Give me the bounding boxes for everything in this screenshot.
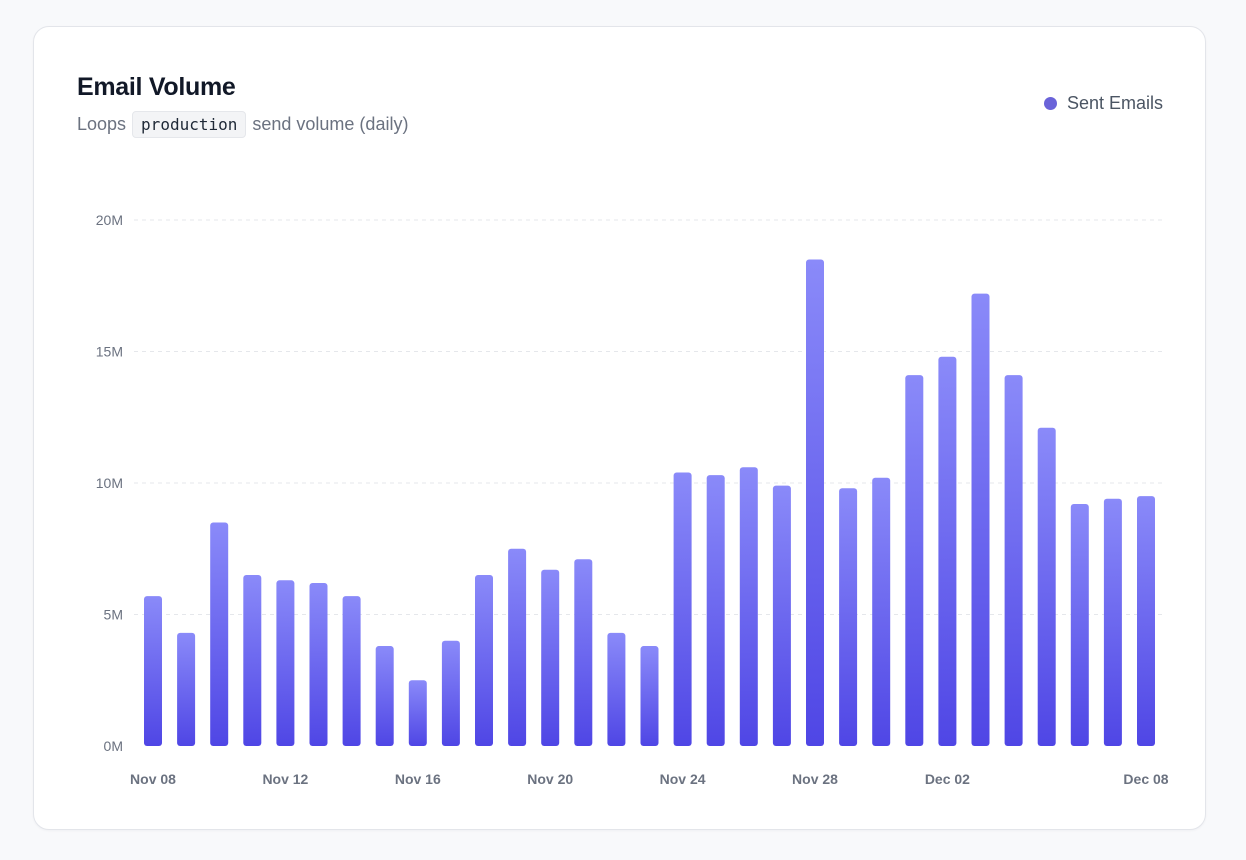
grid-lines — [134, 219, 1166, 615]
bar[interactable] — [375, 646, 394, 746]
bar[interactable] — [706, 475, 725, 746]
x-tick-label: Nov 28 — [792, 771, 838, 787]
bar[interactable] — [475, 575, 493, 746]
bar[interactable] — [1070, 504, 1089, 746]
bar[interactable] — [1004, 375, 1023, 746]
environment-badge: production — [132, 111, 247, 138]
bar[interactable] — [243, 575, 262, 746]
y-tick-label: 0M — [104, 738, 123, 754]
y-tick-label: 10M — [96, 475, 123, 491]
bar[interactable] — [144, 596, 162, 746]
chart-title: Email Volume — [77, 73, 236, 101]
y-tick-label: 20M — [96, 212, 123, 228]
subtitle-suffix: send volume (daily) — [252, 114, 409, 134]
bar[interactable] — [508, 548, 527, 746]
x-tick-label: Nov 08 — [130, 771, 176, 787]
x-tick-label: Dec 08 — [1123, 771, 1168, 787]
bar[interactable] — [441, 640, 460, 746]
x-tick-label: Nov 20 — [527, 771, 573, 787]
y-axis: 0M 5M 10M 15M 20M — [96, 212, 123, 754]
bar[interactable] — [574, 559, 593, 746]
x-tick-label: Nov 12 — [262, 771, 308, 787]
chart-card: Email Volume Loops production send volum… — [33, 26, 1206, 830]
bar[interactable] — [276, 580, 295, 746]
bar[interactable] — [210, 522, 229, 746]
bar[interactable] — [342, 596, 361, 746]
bar[interactable] — [640, 646, 659, 746]
bar[interactable] — [971, 293, 990, 746]
chart-subtitle: Loops production send volume (daily) — [77, 111, 408, 138]
subtitle-prefix: Loops — [77, 114, 127, 134]
y-tick-label: 15M — [96, 344, 123, 360]
bar[interactable] — [309, 582, 328, 746]
bar[interactable] — [177, 632, 196, 746]
bar[interactable] — [839, 488, 858, 746]
bar[interactable] — [408, 680, 427, 746]
legend-label: Sent Emails — [1066, 93, 1163, 113]
bars — [144, 259, 1155, 746]
bar[interactable] — [1103, 498, 1122, 746]
bar[interactable] — [607, 632, 626, 746]
bar[interactable] — [739, 467, 758, 746]
x-tick-label: Nov 24 — [660, 771, 706, 787]
legend-marker — [1043, 97, 1057, 110]
bar[interactable] — [872, 477, 891, 746]
bar[interactable] — [541, 569, 560, 746]
chart-legend: Sent Emails — [1043, 93, 1163, 114]
bar[interactable] — [1137, 496, 1155, 746]
bar[interactable] — [673, 472, 692, 746]
x-tick-label: Dec 02 — [925, 771, 970, 787]
bar[interactable] — [772, 485, 791, 746]
bar[interactable] — [905, 375, 924, 746]
y-tick-label: 5M — [104, 607, 123, 623]
bar[interactable] — [1037, 427, 1056, 746]
x-axis: Nov 08 Nov 12 Nov 16 Nov 20 Nov 24 Nov 28 Dec … — [130, 771, 1169, 787]
bar[interactable] — [938, 356, 957, 746]
x-tick-label: Nov 16 — [395, 771, 441, 787]
bar[interactable] — [806, 259, 824, 746]
